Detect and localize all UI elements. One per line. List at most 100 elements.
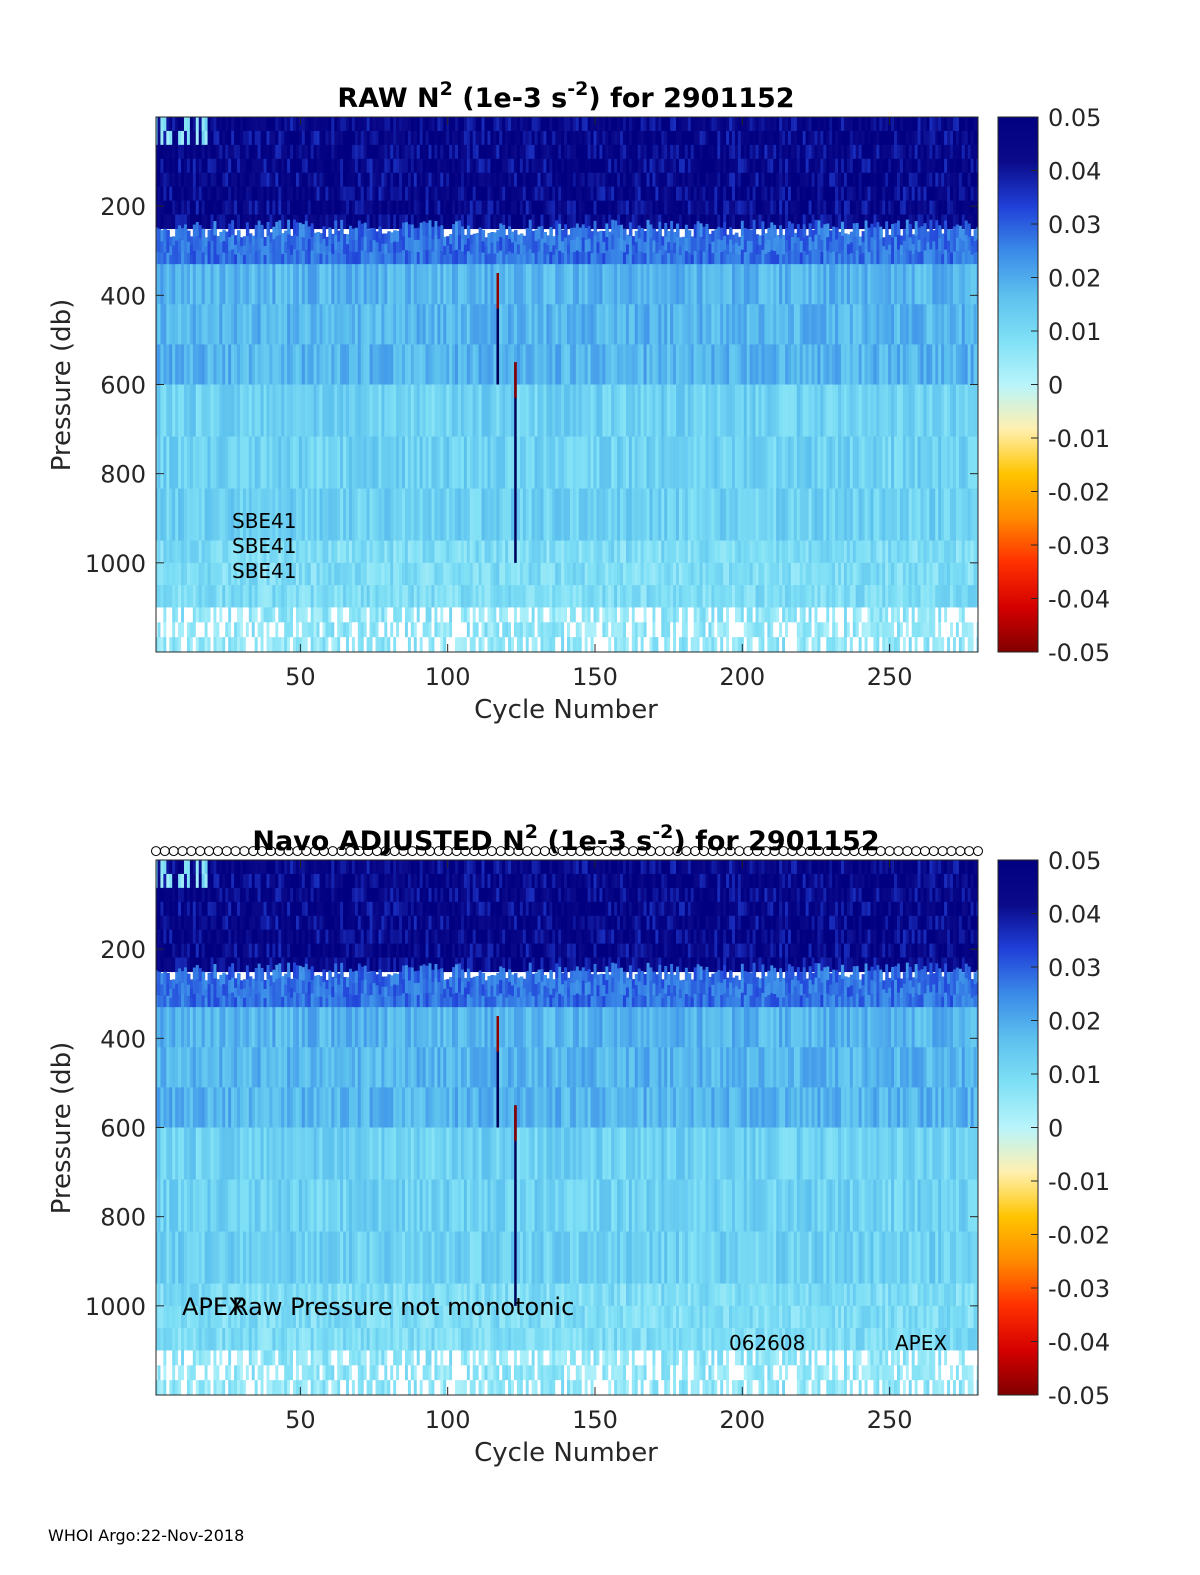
raw-heatmap-cell — [681, 172, 686, 188]
raw-heatmap-cell — [723, 344, 727, 386]
raw-heatmap-cell — [478, 540, 483, 564]
raw-heatmap-cell — [207, 229, 212, 242]
raw-heatmap-cell — [472, 344, 477, 386]
raw-heatmap-cell — [620, 237, 624, 252]
raw-heatmap-cell — [746, 607, 751, 623]
raw-heatmap-cell — [410, 384, 415, 438]
raw-heatmap-cell — [673, 231, 677, 244]
raw-heatmap-cell — [428, 117, 433, 132]
raw-heatmap-cell — [281, 436, 285, 490]
raw-heatmap-cell — [254, 585, 259, 609]
raw-heatmap-cell — [316, 144, 321, 160]
raw-heatmap-cell — [357, 562, 362, 586]
raw-heatmap-cell — [307, 186, 312, 202]
raw-heatmap-cell — [614, 637, 618, 652]
raw-heatmap-cell — [602, 214, 606, 230]
raw-heatmap-cell — [402, 158, 406, 174]
raw-heatmap-cell — [493, 242, 497, 255]
raw-heatmap-cell — [390, 304, 394, 345]
raw-heatmap-cell — [181, 436, 185, 490]
raw-heatmap-cell — [325, 130, 329, 146]
raw-heatmap-cell — [269, 540, 273, 564]
raw-heatmap-cell — [711, 488, 715, 542]
raw-heatmap-cell — [419, 304, 424, 345]
raw-heatmap-cell — [251, 130, 256, 146]
raw-heatmap-cell — [490, 253, 494, 265]
raw-heatmap-cell — [755, 264, 760, 305]
raw-heatmap-cell — [325, 158, 329, 174]
raw-heatmap-cell — [399, 214, 403, 230]
raw-heatmap-cell — [390, 144, 394, 160]
raw-heatmap-cell — [437, 117, 441, 132]
raw-heatmap-cell — [298, 222, 303, 238]
raw-heatmap-cell — [558, 488, 562, 542]
raw-heatmap-cell — [525, 637, 530, 652]
raw-heatmap-cell — [676, 144, 680, 160]
raw-heatmap-cell — [513, 130, 518, 146]
raw-heatmap-cell — [602, 637, 606, 652]
raw-heatmap-cell — [746, 540, 751, 564]
raw-heatmap-cell — [169, 562, 173, 586]
raw-heatmap-cell — [431, 144, 436, 160]
raw-heatmap-cell — [655, 158, 659, 174]
raw-heatmap-cell — [552, 637, 556, 652]
raw-heatmap-cell — [640, 172, 645, 188]
raw-heatmap-cell — [658, 344, 662, 386]
raw-heatmap-cell — [540, 158, 545, 174]
raw-heatmap-cell — [505, 488, 509, 542]
raw-heatmap-cell — [734, 384, 739, 438]
raw-heatmap-cell — [396, 607, 400, 623]
raw-heatmap-cell — [231, 585, 235, 609]
raw-heatmap-cell — [731, 186, 736, 202]
raw-heatmap-cell — [156, 158, 159, 174]
raw-heatmap-cell — [228, 540, 232, 564]
raw-heatmap-cell — [667, 231, 671, 243]
raw-heatmap-cell — [469, 214, 474, 230]
raw-heatmap-cell — [378, 436, 382, 490]
raw-heatmap-cell — [767, 264, 771, 305]
raw-heatmap-cell — [581, 562, 586, 586]
raw-heatmap-cell — [396, 540, 400, 564]
raw-heatmap-cell — [387, 214, 391, 230]
raw-heatmap-cell — [702, 488, 707, 542]
raw-heatmap-cell — [611, 234, 615, 250]
raw-heatmap-cell — [628, 488, 633, 542]
raw-heatmap-cell — [434, 607, 438, 623]
raw-heatmap-cell — [443, 117, 447, 132]
raw-heatmap-cell — [596, 622, 601, 638]
raw-heatmap-cell — [384, 585, 388, 609]
raw-heatmap-cell — [634, 585, 639, 609]
raw-heatmap-cell — [298, 384, 303, 438]
raw-heatmap-cell — [225, 130, 229, 146]
raw-heatmap-cell — [584, 158, 589, 174]
raw-heatmap-cell — [363, 436, 368, 490]
raw-heatmap-cell — [584, 304, 589, 345]
raw-heatmap-cell — [625, 144, 630, 160]
raw-heatmap-cell — [519, 172, 524, 188]
raw-heatmap-cell — [269, 264, 273, 305]
raw-heatmap-cell — [664, 250, 668, 265]
raw-heatmap-cell — [617, 172, 621, 188]
raw-heatmap-cell — [531, 200, 536, 216]
raw-heatmap-cell — [343, 562, 347, 586]
raw-heatmap-cell — [511, 231, 515, 244]
raw-heatmap-cell — [737, 255, 742, 265]
raw-heatmap-cell — [234, 244, 238, 256]
raw-heatmap-cell — [407, 436, 412, 490]
raw-heatmap-cell — [596, 200, 601, 216]
raw-heatmap-cell — [331, 637, 335, 652]
raw-heatmap-cell — [378, 214, 382, 230]
raw-heatmap-cell — [620, 117, 624, 132]
raw-heatmap-cell — [617, 251, 621, 265]
raw-heatmap-cell — [720, 585, 724, 609]
raw-heatmap-cell — [737, 200, 742, 216]
raw-heatmap-cell — [428, 622, 433, 638]
raw-heatmap-cell — [705, 214, 710, 230]
raw-heatmap-cell — [575, 144, 580, 160]
raw-heatmap-cell — [525, 252, 530, 265]
raw-heatmap-cell — [596, 436, 601, 490]
raw-heatmap-cell — [189, 117, 194, 132]
raw-heatmap-cell — [516, 540, 521, 564]
raw-heatmap-cell — [443, 214, 447, 230]
raw-heatmap-cell — [245, 200, 250, 216]
